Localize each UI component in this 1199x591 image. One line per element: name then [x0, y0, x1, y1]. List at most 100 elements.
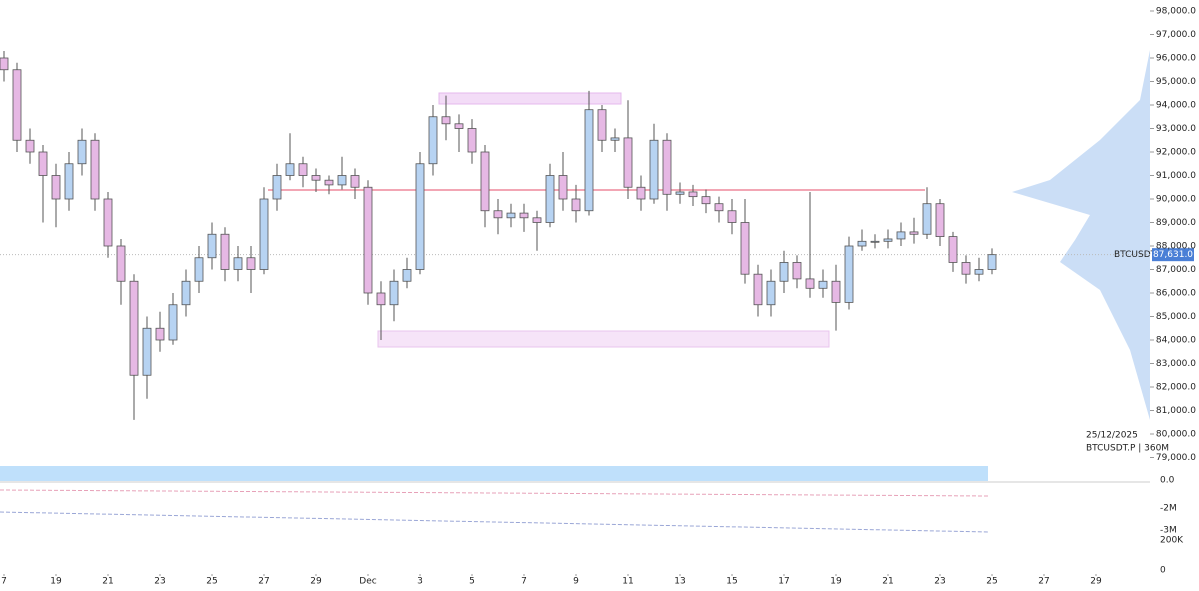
y-tick-label: 83,000.0 [1156, 359, 1196, 369]
candle-body [584, 109, 594, 212]
candle-body [480, 151, 490, 212]
y-tick-label: 92,000.0 [1156, 148, 1196, 158]
symbol-label: BTCUSDT.P [1114, 250, 1164, 260]
candle-body [974, 269, 984, 275]
interval-label: BTCUSDT.P | 360M [1086, 444, 1169, 454]
y-tick-label: 96,000.0 [1156, 54, 1196, 64]
candle-body [597, 109, 607, 141]
x-tick-label: 25 [206, 577, 217, 587]
y-tick-label: 82,000.0 [1156, 383, 1196, 393]
candle-body [805, 278, 815, 289]
candle-body [220, 233, 230, 270]
candle-body [519, 212, 529, 219]
indicator-axis-label: -3M [1160, 526, 1177, 536]
zone-box [438, 92, 622, 105]
y-tick-label: 84,000.0 [1156, 336, 1196, 346]
candle-body [662, 139, 672, 195]
x-tick-label: 15 [726, 577, 737, 587]
candle-body [896, 231, 906, 240]
candle-body [246, 257, 256, 270]
candle-body [467, 128, 477, 153]
candle-body [324, 179, 334, 186]
candle-body [883, 238, 893, 242]
candle-body [402, 269, 412, 282]
y-tick-label: 93,000.0 [1156, 124, 1196, 134]
x-tick-label: 29 [310, 577, 322, 587]
candle-body [90, 139, 100, 200]
zone-box [377, 330, 830, 348]
candle-body [831, 280, 841, 303]
last-price-label: 87,631.0 [1153, 250, 1193, 260]
candle-body [415, 163, 425, 270]
candle-body [389, 280, 399, 306]
x-tick-label: 19 [830, 577, 842, 587]
volume-profile [1012, 50, 1150, 420]
candle-body [870, 240, 880, 243]
candle-body [701, 196, 711, 205]
candle-body [168, 304, 178, 341]
x-tick-label: 25 [986, 577, 997, 587]
candle-body [727, 210, 737, 223]
y-tick-label: 95,000.0 [1156, 77, 1196, 87]
candle-body [142, 327, 152, 376]
candle-body [207, 233, 217, 259]
price-badge [1152, 248, 1194, 262]
x-tick-label: 5 [469, 577, 475, 587]
candle-body [623, 137, 633, 188]
candle-body [987, 254, 997, 270]
candle-body [376, 292, 386, 306]
candle-body [428, 116, 438, 165]
date-label: 25/12/2025 [1086, 431, 1138, 441]
candle-body [77, 139, 87, 165]
candle-body [0, 57, 9, 71]
y-tick-label: 90,000.0 [1156, 195, 1196, 205]
candle-body [558, 175, 568, 200]
candle-body [441, 116, 451, 125]
x-tick-label: 23 [934, 577, 945, 587]
candle-body [948, 236, 958, 263]
x-tick-label: Dec [359, 577, 376, 587]
candle-body [51, 175, 61, 200]
candle-body [714, 203, 724, 212]
y-tick-label: 89,000.0 [1156, 218, 1196, 228]
candle-body [311, 175, 321, 181]
x-tick-label: 21 [882, 577, 893, 587]
candle-body [935, 203, 945, 237]
candle-body [636, 186, 646, 200]
x-tick-label: 27 [1038, 577, 1049, 587]
candle-body [792, 262, 802, 280]
y-tick-label: 97,000.0 [1156, 30, 1196, 40]
candle-body [272, 175, 282, 200]
indicator-line [0, 489, 989, 497]
candle-body [454, 123, 464, 129]
indicator-line [0, 511, 989, 533]
candle-body [25, 139, 35, 153]
candle-body [545, 175, 555, 223]
y-tick-label: 81,000.0 [1156, 406, 1196, 416]
x-tick-label: 23 [154, 577, 165, 587]
candle-body [233, 257, 243, 270]
candle-body [64, 163, 74, 200]
candle-body [922, 203, 932, 235]
candle-body [532, 217, 542, 223]
candle-body [103, 198, 113, 247]
candle-body [298, 163, 308, 176]
candle-body [857, 240, 867, 247]
x-tick-label: 27 [258, 577, 269, 587]
indicator-axis-label: 200K [1160, 536, 1184, 546]
y-tick-label: 98,000.0 [1156, 7, 1196, 17]
candle-body [610, 137, 620, 141]
candle-body [675, 191, 685, 195]
y-tick-label: 91,000.0 [1156, 171, 1196, 181]
candle-body [38, 151, 48, 176]
candle-body [194, 257, 204, 282]
candle-body [337, 175, 347, 186]
candle-body [961, 262, 971, 275]
indicator-axis-label: 0 [1160, 566, 1166, 576]
candle-body [909, 231, 919, 235]
y-tick-label: 87,000.0 [1156, 265, 1196, 275]
x-tick-label: 7 [1, 577, 7, 587]
candle-body [155, 327, 165, 341]
